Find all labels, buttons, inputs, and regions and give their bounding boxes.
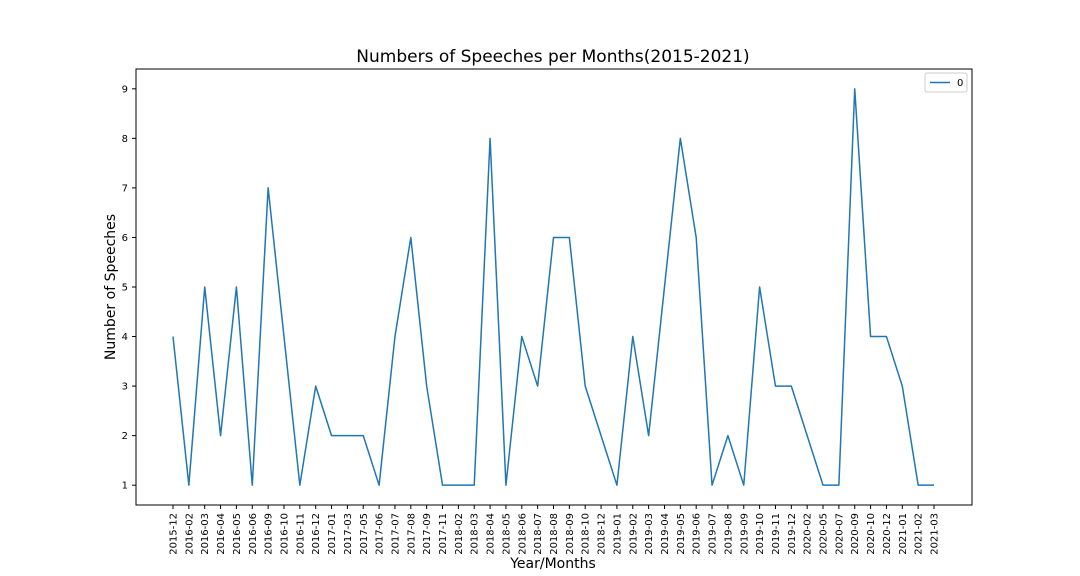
x-tick-label: 2018-10: [581, 513, 592, 555]
x-axis: 2015-12 2016-02 2016-03 2016-04 2016-05 2016-…: [169, 505, 941, 555]
y-tick-label: 7: [122, 183, 128, 194]
x-tick-label: 2016-02: [184, 513, 195, 555]
x-tick-label: 2018-07: [533, 513, 544, 555]
x-tick-label: 2019-07: [708, 513, 719, 555]
x-tick-label: 2018-12: [597, 513, 608, 555]
x-tick-label: 2019-04: [660, 513, 671, 555]
x-tick-label: 2018-02: [454, 513, 465, 555]
x-tick-label: 2019-12: [787, 513, 798, 555]
x-tick-label: 2020-12: [882, 513, 893, 555]
x-tick-label: 2016-09: [264, 513, 275, 555]
x-tick-label: 2020-07: [834, 513, 845, 555]
series-line: [172, 88, 934, 486]
x-tick-label: 2018-03: [470, 513, 481, 555]
y-tick-label: 4: [122, 332, 128, 343]
x-tick-label: 2018-05: [501, 513, 512, 555]
x-tick-label: 2019-10: [755, 513, 766, 555]
x-tick-label: 2020-10: [866, 513, 877, 555]
legend: 0: [924, 72, 968, 93]
x-axis-title: Year/Months: [509, 556, 596, 572]
y-tick-label: 6: [122, 233, 128, 244]
x-tick-label: 2021-02: [914, 513, 925, 555]
x-tick-label: 2018-08: [549, 513, 560, 555]
x-tick-label: 2016-05: [232, 513, 243, 555]
x-tick-label: 2018-04: [486, 513, 497, 555]
y-axis-title: Number of Speeches: [103, 214, 119, 360]
x-tick-label: 2017-07: [390, 513, 401, 555]
chart-title: Numbers of Speeches per Months(2015-2021…: [356, 47, 749, 67]
y-tick-label: 5: [122, 283, 128, 294]
x-tick-label: 2019-03: [644, 513, 655, 555]
x-tick-label: 2021-01: [898, 513, 909, 555]
x-tick-label: 2017-09: [422, 513, 433, 555]
x-tick-label: 2016-06: [248, 513, 259, 555]
x-tick-label: 2017-03: [343, 513, 354, 555]
y-tick-label: 1: [122, 481, 128, 492]
x-tick-label: 2019-05: [676, 513, 687, 555]
x-tick-label: 2020-02: [803, 513, 814, 555]
x-tick-label: 2017-06: [375, 513, 386, 555]
x-tick-label: 2015-12: [169, 513, 180, 555]
y-tick-label: 9: [122, 84, 128, 95]
x-tick-label: 2016-03: [200, 513, 211, 555]
x-tick-label: 2019-11: [771, 513, 782, 555]
x-tick-label: 2017-05: [359, 513, 370, 555]
x-tick-label: 2021-03: [930, 513, 941, 555]
x-tick-label: 2019-02: [628, 513, 639, 555]
x-tick-label: 2019-01: [612, 513, 623, 555]
x-tick-label: 2019-09: [739, 513, 750, 555]
x-tick-label: 2016-12: [311, 513, 322, 555]
x-tick-label: 2018-09: [565, 513, 576, 555]
x-tick-label: 2017-01: [327, 513, 338, 555]
x-tick-label: 2016-04: [216, 513, 227, 555]
x-tick-label: 2017-11: [438, 513, 449, 555]
x-tick-label: 2018-06: [517, 513, 528, 555]
x-tick-label: 2020-05: [819, 513, 830, 555]
series-layer: [172, 88, 935, 486]
y-tick-label: 2: [122, 431, 128, 442]
x-tick-label: 2019-06: [692, 513, 703, 555]
x-tick-label: 2017-08: [406, 513, 417, 555]
x-tick-label: 2020-09: [850, 513, 861, 555]
y-axis: 1 2 3 4 5 6 7 8 9: [122, 84, 136, 492]
y-tick-label: 8: [122, 134, 128, 145]
y-tick-label: 3: [122, 382, 128, 393]
x-tick-label: 2016-11: [295, 513, 306, 555]
x-tick-label: 2016-10: [279, 513, 290, 555]
legend-label: 0: [957, 78, 963, 89]
x-tick-label: 2019-08: [723, 513, 734, 555]
